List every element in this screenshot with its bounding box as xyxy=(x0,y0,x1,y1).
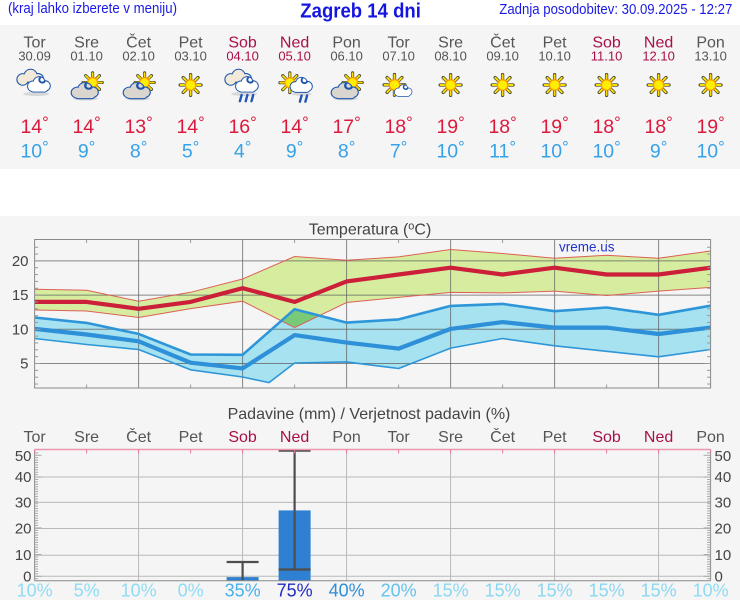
svg-text:40: 40 xyxy=(715,469,732,486)
svg-text:15%: 15% xyxy=(485,581,521,601)
svg-text:20: 20 xyxy=(15,521,32,538)
svg-text:03.10: 03.10 xyxy=(174,49,207,64)
svg-text:10: 10 xyxy=(715,547,732,564)
svg-text:13.10: 13.10 xyxy=(694,49,727,64)
svg-text:10%: 10% xyxy=(693,581,729,601)
svg-text:18°: 18° xyxy=(592,114,620,138)
svg-text:40: 40 xyxy=(15,469,32,486)
svg-text:8°: 8° xyxy=(130,138,147,162)
svg-text:06.10: 06.10 xyxy=(330,49,363,64)
svg-text:30: 30 xyxy=(15,494,32,511)
svg-text:04.10: 04.10 xyxy=(226,49,259,64)
svg-text:Sre: Sre xyxy=(74,429,99,446)
svg-text:10: 10 xyxy=(15,547,32,564)
svg-text:8°: 8° xyxy=(338,138,355,162)
svg-text:02.10: 02.10 xyxy=(122,49,155,64)
svg-text:Padavine (mm) / Verjetnost pad: Padavine (mm) / Verjetnost padavin (%) xyxy=(228,406,511,423)
svg-text:7°: 7° xyxy=(390,138,407,162)
svg-text:50: 50 xyxy=(715,448,732,465)
svg-text:07.10: 07.10 xyxy=(382,49,415,64)
svg-text:15%: 15% xyxy=(433,581,469,601)
svg-text:Pon: Pon xyxy=(696,429,724,446)
svg-text:08.10: 08.10 xyxy=(434,49,467,64)
svg-text:15: 15 xyxy=(12,287,29,304)
svg-text:05.10: 05.10 xyxy=(278,49,311,64)
svg-text:15%: 15% xyxy=(641,581,677,601)
svg-text:5°: 5° xyxy=(182,138,199,162)
svg-text:09.10: 09.10 xyxy=(486,49,519,64)
svg-text:vreme.us: vreme.us xyxy=(559,240,615,255)
svg-text:5: 5 xyxy=(20,356,28,373)
svg-text:10: 10 xyxy=(12,321,29,338)
svg-text:Ned: Ned xyxy=(280,35,309,52)
svg-text:Ned: Ned xyxy=(280,429,309,446)
svg-text:16°: 16° xyxy=(228,114,256,138)
svg-text:Pon: Pon xyxy=(332,429,360,446)
svg-text:Sob: Sob xyxy=(228,429,257,446)
svg-text:Pet: Pet xyxy=(179,429,204,446)
svg-text:10%: 10% xyxy=(121,581,157,601)
svg-text:10%: 10% xyxy=(17,581,53,601)
svg-text:Sre: Sre xyxy=(74,35,99,52)
svg-text:9°: 9° xyxy=(78,138,95,162)
svg-text:Tor: Tor xyxy=(387,35,410,52)
svg-text:Pet: Pet xyxy=(543,35,568,52)
svg-text:12.10: 12.10 xyxy=(642,49,675,64)
svg-text:9°: 9° xyxy=(286,138,303,162)
svg-text:20%: 20% xyxy=(381,581,417,601)
svg-text:Sre: Sre xyxy=(438,429,463,446)
svg-text:Temperatura (oC): Temperatura (oC) xyxy=(309,221,432,239)
svg-text:0%: 0% xyxy=(178,581,204,601)
svg-text:Tor: Tor xyxy=(23,429,46,446)
svg-text:15%: 15% xyxy=(589,581,625,601)
svg-text:15%: 15% xyxy=(537,581,573,601)
svg-text:75%: 75% xyxy=(277,581,313,601)
svg-text:Sob: Sob xyxy=(592,429,621,446)
svg-text:Pon: Pon xyxy=(696,35,724,52)
svg-text:Ned: Ned xyxy=(644,429,673,446)
svg-text:Čet: Čet xyxy=(126,33,151,52)
svg-text:Sre: Sre xyxy=(438,35,463,52)
svg-text:5%: 5% xyxy=(74,581,100,601)
svg-text:20: 20 xyxy=(715,521,732,538)
svg-text:35%: 35% xyxy=(225,581,261,601)
svg-text:30.09: 30.09 xyxy=(18,49,51,64)
svg-text:Pet: Pet xyxy=(179,35,204,52)
svg-text:Tor: Tor xyxy=(387,429,410,446)
svg-text:40%: 40% xyxy=(329,581,365,601)
svg-text:Zagreb 14 dni: Zagreb 14 dni xyxy=(300,0,421,22)
svg-text:(kraj lahko izberete v meniju): (kraj lahko izberete v meniju) xyxy=(8,1,177,17)
svg-text:50: 50 xyxy=(15,448,32,465)
svg-text:Tor: Tor xyxy=(23,35,46,52)
svg-text:Sob: Sob xyxy=(228,35,257,52)
svg-text:11.10: 11.10 xyxy=(591,49,623,64)
svg-text:10.10: 10.10 xyxy=(538,49,571,64)
svg-text:Pet: Pet xyxy=(543,429,568,446)
svg-text:0: 0 xyxy=(23,568,31,585)
svg-text:Ned: Ned xyxy=(644,35,673,52)
svg-text:13°: 13° xyxy=(124,114,152,138)
svg-text:Sob: Sob xyxy=(592,35,621,52)
svg-text:Čet: Čet xyxy=(490,427,515,446)
svg-text:Pon: Pon xyxy=(332,35,360,52)
svg-text:20: 20 xyxy=(12,253,29,270)
svg-text:10°: 10° xyxy=(592,138,620,162)
svg-text:4°: 4° xyxy=(234,138,251,162)
svg-text:Čet: Čet xyxy=(490,33,515,52)
svg-text:0: 0 xyxy=(715,568,723,585)
svg-text:Čet: Čet xyxy=(126,427,151,446)
svg-text:30: 30 xyxy=(715,494,732,511)
svg-text:01.10: 01.10 xyxy=(70,49,103,64)
svg-text:Zadnja posodobitev: 30.09.2025: Zadnja posodobitev: 30.09.2025 - 12:27 xyxy=(499,2,732,18)
svg-text:9°: 9° xyxy=(650,138,667,162)
